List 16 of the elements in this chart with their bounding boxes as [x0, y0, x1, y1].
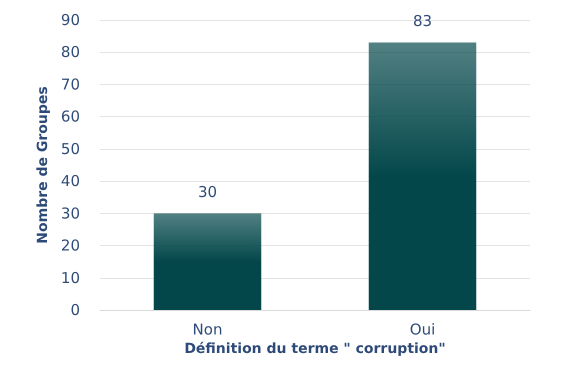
- data-label: 30: [198, 182, 218, 201]
- y-axis-title: Nombre de Groupes: [35, 86, 51, 244]
- y-tick-label: 80: [60, 43, 80, 62]
- y-tick-label: 20: [60, 236, 80, 255]
- data-label: 83: [412, 12, 432, 30]
- x-tick-label: Non: [192, 320, 222, 338]
- y-tick-label: 10: [60, 268, 80, 287]
- y-tick-label: 40: [60, 172, 80, 190]
- y-tick-label: 70: [60, 75, 80, 94]
- y-tick-label: 30: [60, 204, 80, 222]
- y-tick-label: 0: [70, 301, 80, 319]
- y-tick-label: 60: [60, 108, 80, 126]
- y-tick-label: 50: [60, 140, 80, 158]
- x-tick-label: Oui: [410, 320, 436, 338]
- y-tick-label: 90: [60, 11, 80, 29]
- x-axis-title: Définition du terme " corruption": [184, 340, 446, 357]
